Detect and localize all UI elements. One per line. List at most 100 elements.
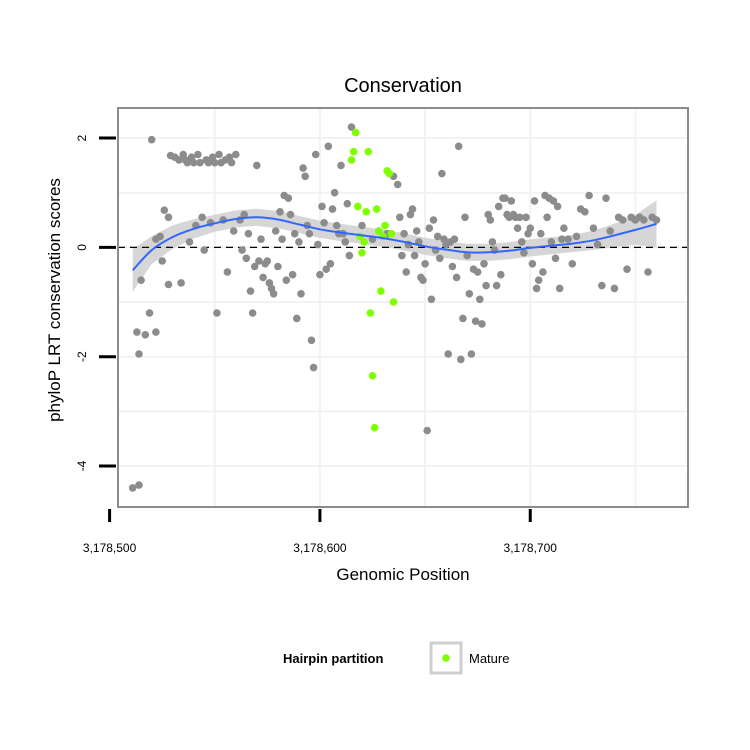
data-point-other <box>465 290 474 298</box>
data-point-other <box>564 235 572 243</box>
data-point-other <box>299 164 307 172</box>
data-point-other <box>497 270 505 279</box>
data-point-other <box>572 232 581 241</box>
data-point-other <box>467 350 476 358</box>
data-point-other <box>347 123 356 131</box>
data-point-other <box>623 265 631 274</box>
data-point-other <box>240 210 248 219</box>
data-point-other <box>515 213 524 222</box>
data-point-other <box>341 238 350 246</box>
data-point-other <box>492 281 501 290</box>
data-point-other <box>252 161 261 170</box>
data-point-other <box>248 309 257 317</box>
data-point-other <box>227 158 236 167</box>
data-point-other <box>558 235 566 243</box>
data-point-other <box>290 229 299 238</box>
data-point-other <box>332 221 341 230</box>
data-point-other <box>244 229 253 238</box>
y-tick-label: -2 <box>75 351 89 362</box>
data-point-other <box>402 268 411 276</box>
data-point-other <box>539 268 547 276</box>
data-point-other <box>606 227 614 235</box>
data-point-mature <box>370 423 379 432</box>
data-point-other <box>177 279 185 287</box>
data-point-other <box>530 197 539 205</box>
data-point-mature <box>381 221 389 230</box>
data-point-other <box>246 287 255 295</box>
data-point-mature <box>351 128 360 137</box>
data-point-other <box>454 142 463 151</box>
data-point-other <box>358 221 366 230</box>
legend-key-mature-point <box>442 654 450 662</box>
x-axis: 3,178,500 3,178,600 3,178,700 <box>83 509 557 555</box>
confidence-ribbon <box>132 200 657 292</box>
data-point-other <box>423 426 432 435</box>
data-point-mature <box>375 227 383 235</box>
data-point-other <box>215 150 223 159</box>
y-axis-title: phyloP LRT conservation scores <box>45 178 64 422</box>
data-point-other <box>532 284 541 293</box>
data-point-other <box>152 328 160 336</box>
data-point-other <box>555 284 564 293</box>
data-point-other <box>419 276 427 285</box>
data-point-other <box>305 229 314 238</box>
data-point-other <box>128 484 137 492</box>
data-point-other <box>328 205 337 213</box>
data-point-other <box>316 270 324 279</box>
data-point-other <box>211 158 219 167</box>
data-point-other <box>204 158 213 167</box>
data-point-other <box>528 260 537 268</box>
data-point-other <box>526 224 535 232</box>
data-point-other <box>307 336 316 345</box>
data-point-other <box>438 169 446 178</box>
y-tick-label: 0 <box>75 244 89 251</box>
data-point-other <box>309 363 318 372</box>
data-point-other <box>480 260 488 268</box>
data-point-other <box>463 251 472 260</box>
data-point-other <box>640 216 648 224</box>
data-point-other <box>610 284 619 293</box>
data-point-other <box>444 350 453 358</box>
data-point-other <box>189 158 198 167</box>
data-point-other <box>476 295 484 304</box>
data-point-other <box>301 172 310 181</box>
legend: Hairpin partition Mature <box>283 641 509 675</box>
data-point-other <box>274 262 282 271</box>
data-point-other <box>282 276 291 285</box>
data-point-other <box>412 227 421 235</box>
data-point-other <box>200 246 208 254</box>
data-point-other <box>156 232 164 241</box>
data-point-other <box>232 150 240 159</box>
legend-label-mature: Mature <box>469 651 509 666</box>
data-point-other <box>568 260 577 268</box>
data-point-mature <box>368 372 377 380</box>
data-point-other <box>560 224 568 232</box>
data-point-other <box>164 280 173 289</box>
data-point-other <box>194 150 202 159</box>
x-tick-label: 3,178,700 <box>504 541 558 555</box>
data-point-other <box>314 240 322 249</box>
data-point-other <box>537 229 545 238</box>
data-point-other <box>324 142 333 151</box>
data-point-other <box>322 265 331 274</box>
data-point-other <box>229 227 238 235</box>
data-point-other <box>286 210 295 219</box>
data-point-other <box>522 213 530 222</box>
data-point-other <box>147 135 156 144</box>
data-point-mature <box>347 156 356 164</box>
data-point-other <box>459 314 467 323</box>
data-point-other <box>410 251 419 260</box>
data-point-other <box>257 235 265 243</box>
data-point-other <box>619 216 627 224</box>
data-point-other <box>175 156 183 164</box>
data-point-other <box>288 270 297 279</box>
data-point-other <box>242 254 251 263</box>
x-axis-title: Genomic Position <box>336 565 469 584</box>
data-point-other <box>513 224 522 232</box>
data-point-other <box>461 213 469 222</box>
data-point-other <box>213 309 221 317</box>
data-point-other <box>408 205 417 213</box>
data-point-mature <box>366 309 375 317</box>
data-point-other <box>293 314 301 323</box>
data-point-other <box>164 213 173 222</box>
